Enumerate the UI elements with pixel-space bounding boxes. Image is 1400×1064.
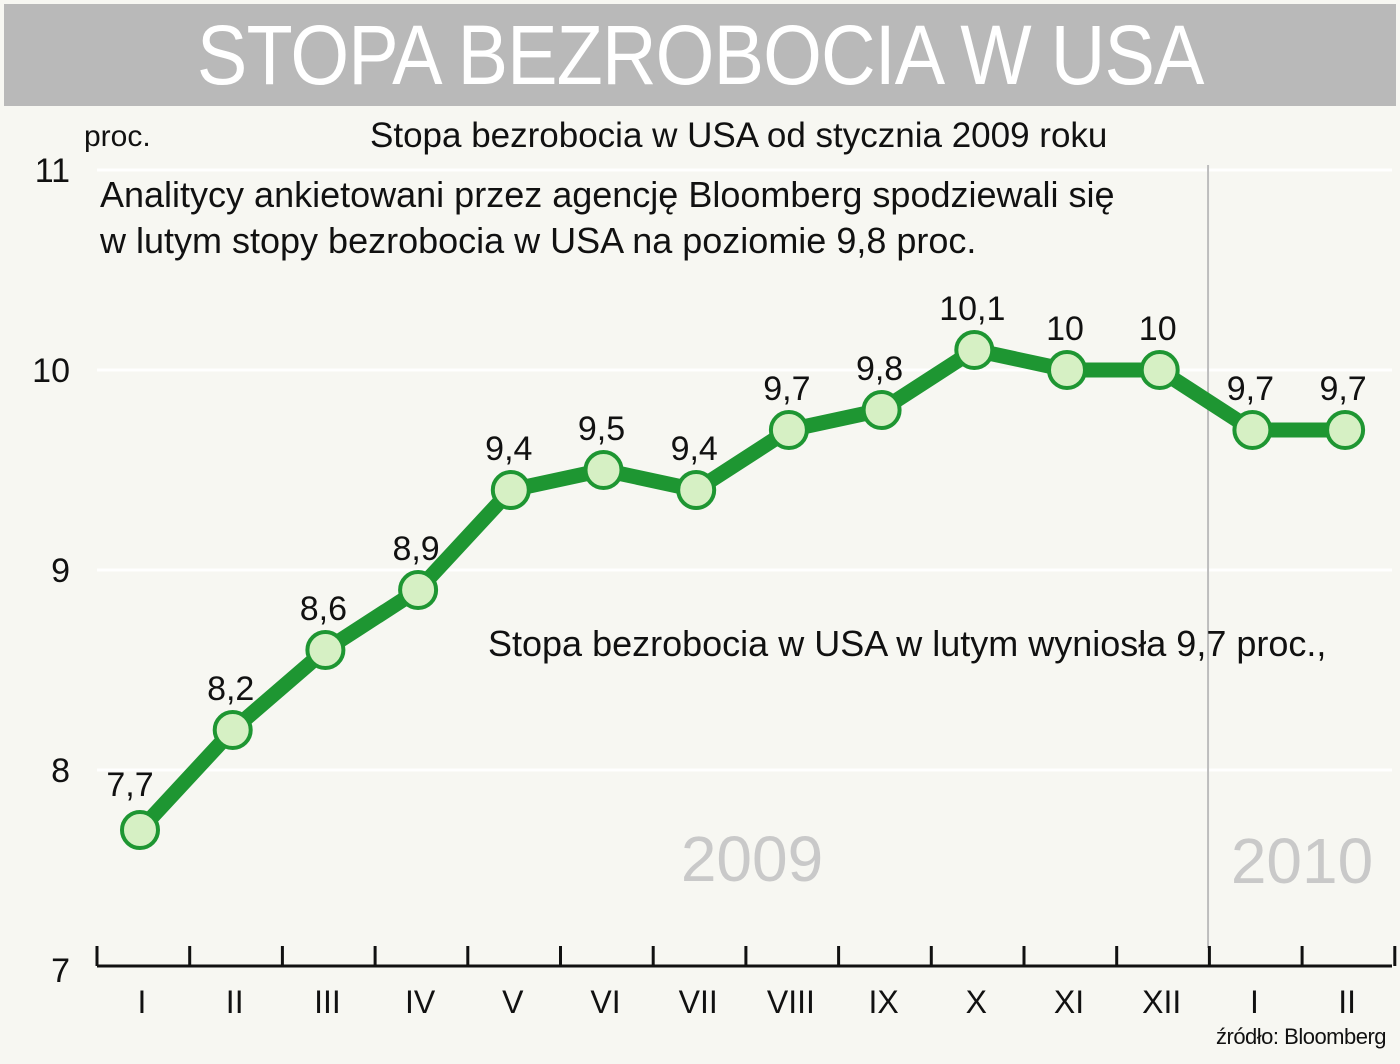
data-point	[861, 390, 902, 430]
y-tick-label: 8	[51, 752, 70, 790]
x-tick-label: III	[314, 984, 341, 1020]
data-label: 10,1	[939, 290, 1005, 328]
x-tick-label: XI	[1054, 984, 1084, 1020]
data-label: 9,4	[671, 430, 718, 468]
annotation-expectation-line-1: Analitycy ankietowani przez agencję Bloo…	[100, 174, 1115, 215]
data-label: 9,5	[578, 410, 625, 448]
data-labels: 7,7 8,2 8,6 8,9 9,4 9,5 9,4 9,7 9,8 10,1 10 10 9,7 9,…	[106, 290, 1366, 804]
data-point	[583, 450, 624, 490]
y-tick-label: 10	[32, 352, 70, 390]
title-bar: STOPA BEZROBOCIA W USA	[4, 4, 1396, 106]
x-axis-ticks: I II III IV V VI VII VIII IX X XI XII I II	[138, 984, 1356, 1020]
data-point	[120, 810, 160, 850]
data-point	[1047, 350, 1087, 390]
data-points	[120, 330, 1366, 850]
data-point	[954, 330, 995, 370]
data-point	[305, 630, 346, 670]
y-tick-label: 7	[51, 952, 70, 990]
x-tick-label: II	[1338, 984, 1356, 1020]
data-label: 9,7	[763, 370, 810, 408]
data-label: 9,7	[1319, 370, 1366, 408]
year-label: 2009	[681, 823, 823, 895]
data-point	[398, 570, 439, 610]
page-title: STOPA BEZROBOCIA W USA	[196, 8, 1205, 102]
data-point	[1139, 350, 1180, 390]
data-label: 7,7	[106, 766, 153, 804]
chart-title: Stopa bezrobocia w USA od stycznia 2009 …	[370, 116, 1108, 155]
x-tick-label: II	[226, 984, 244, 1020]
data-point	[1325, 410, 1366, 450]
year-labels: 2009 2010	[681, 823, 1373, 897]
x-tick-label: I	[138, 984, 147, 1020]
x-tick-label: X	[966, 984, 987, 1020]
data-label: 8,9	[392, 530, 439, 568]
y-tick-label: 9	[51, 552, 70, 590]
data-label: 9,7	[1227, 370, 1274, 408]
data-label: 10	[1046, 310, 1084, 348]
annotation-actual: Stopa bezrobocia w USA w lutym wyniosła …	[488, 623, 1327, 664]
source-note: źródło: Bloomberg	[1216, 1024, 1387, 1049]
year-label: 2010	[1231, 825, 1373, 897]
y-axis-ticks: 7 8 9 10 11	[32, 152, 70, 990]
data-point	[1232, 410, 1273, 450]
data-point	[490, 470, 531, 510]
x-tick-label: XII	[1142, 984, 1181, 1020]
x-tick-label: V	[502, 984, 524, 1020]
x-tick-label: IV	[405, 984, 436, 1020]
data-point	[212, 710, 253, 750]
x-axis	[95, 946, 1397, 968]
data-label: 9,8	[856, 350, 903, 388]
x-tick-label: VII	[679, 984, 718, 1020]
data-label: 8,2	[207, 670, 254, 708]
data-label: 8,6	[300, 590, 347, 628]
data-point	[676, 470, 717, 510]
y-axis-unit: proc.	[84, 120, 151, 153]
x-tick-label: IX	[868, 984, 898, 1020]
y-tick-label: 11	[35, 152, 70, 190]
x-tick-label: I	[1250, 984, 1259, 1020]
data-label: 10	[1139, 310, 1177, 348]
x-tick-label: VIII	[767, 984, 815, 1020]
data-label: 9,4	[485, 430, 532, 468]
x-tick-label: VI	[590, 984, 620, 1020]
annotation-expectation-line-2: w lutym stopy bezrobocia w USA na poziom…	[100, 220, 977, 261]
data-point	[768, 410, 809, 450]
